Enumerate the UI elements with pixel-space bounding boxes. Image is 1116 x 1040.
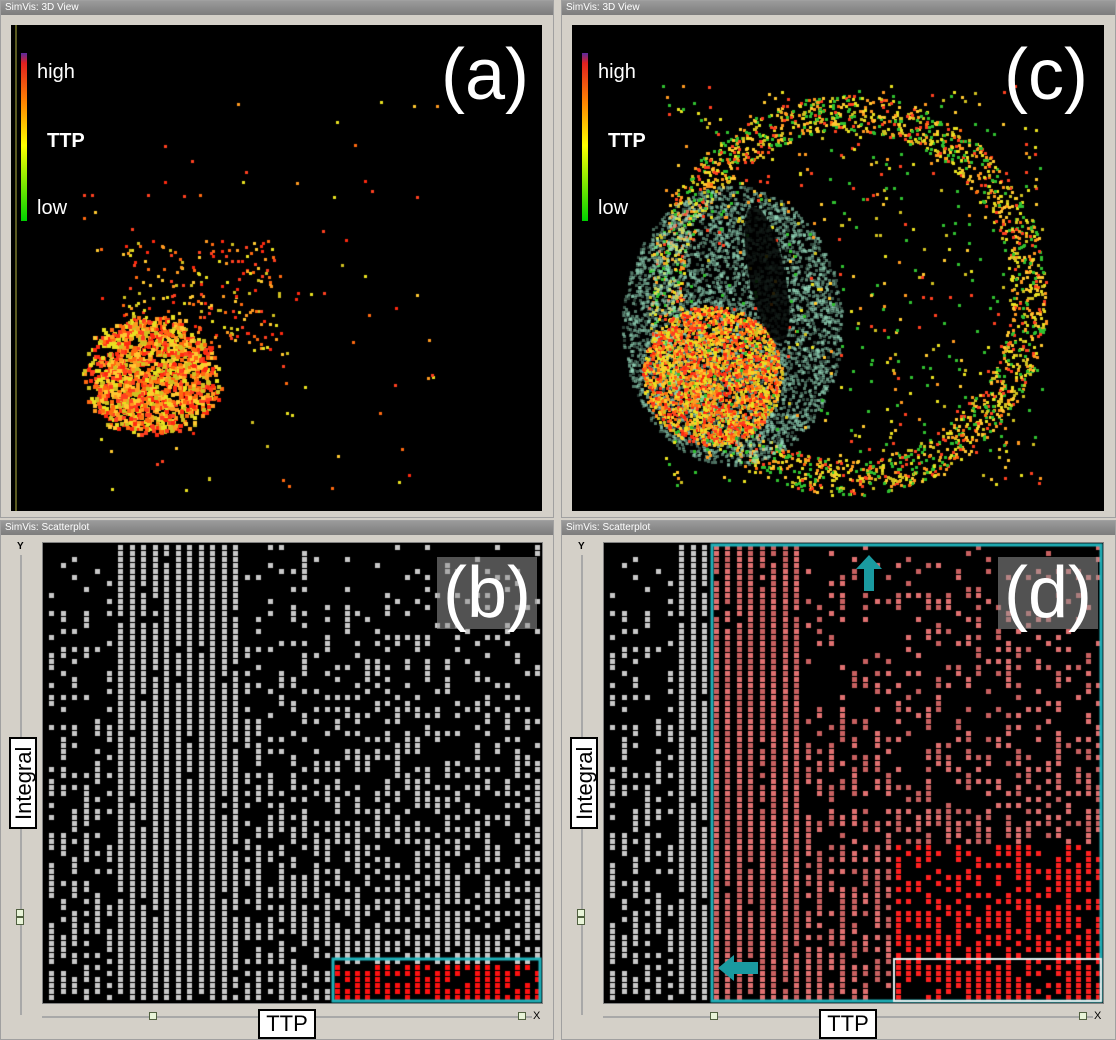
window-3d-view-c: SimVis: 3D View high TTP low (c) [561, 0, 1116, 518]
panel-label-d: (d) [998, 557, 1098, 629]
window-title: SimVis: 3D View [562, 1, 1115, 15]
volume-render-view-a[interactable]: high TTP low (a) [11, 25, 542, 511]
legend-low-label: low [598, 197, 629, 219]
close-icon[interactable]: X [533, 1010, 541, 1022]
window-scatterplot-b: SimVis: Scatterplot Y Integral (b) X TTP [0, 520, 554, 1040]
panel-label-b: (b) [437, 557, 537, 629]
scatterplot-area-d[interactable]: (d) [603, 542, 1104, 1004]
ttp-color-legend-bar [582, 53, 588, 221]
ttp-color-legend-bar [21, 53, 27, 221]
volume-render-view-c[interactable]: high TTP low (c) [572, 25, 1104, 511]
slider-handle-icon[interactable] [518, 1012, 526, 1020]
volume-render-canvas[interactable] [572, 25, 1104, 511]
slider-handle-icon[interactable] [16, 909, 24, 917]
left-arrow-icon [718, 955, 758, 981]
legend-low-label: low [37, 197, 68, 219]
volume-render-canvas[interactable] [11, 25, 542, 511]
y-axis-label-integral: Integral [570, 737, 598, 829]
legend-high-label: high [37, 61, 75, 83]
scatterplot-area-b[interactable]: (b) [42, 542, 543, 1004]
window-scatterplot-d: SimVis: Scatterplot Y Integral (d) X TTP [561, 520, 1116, 1040]
window-3d-view-a: SimVis: 3D View high TTP low (a) [0, 0, 554, 518]
slider-handle-icon[interactable] [149, 1012, 157, 1020]
up-arrow-icon [856, 555, 882, 591]
panel-label-a: (a) [441, 35, 529, 115]
x-axis-label-ttp: TTP [258, 1009, 316, 1039]
window-title: SimVis: Scatterplot [562, 521, 1115, 535]
x-axis-label-ttp: TTP [819, 1009, 877, 1039]
slider-handle-icon[interactable] [16, 917, 24, 925]
panel-label-c: (c) [1004, 35, 1088, 115]
close-icon[interactable]: X [1094, 1010, 1102, 1022]
slider-handle-icon[interactable] [710, 1012, 718, 1020]
y-axis-letter: Y [578, 541, 585, 552]
y-axis-label-integral: Integral [9, 737, 37, 829]
legend-title: TTP [47, 130, 85, 152]
legend-title: TTP [608, 130, 646, 152]
slider-handle-icon[interactable] [1079, 1012, 1087, 1020]
window-title: SimVis: Scatterplot [1, 521, 553, 535]
legend-high-label: high [598, 61, 636, 83]
slider-handle-icon[interactable] [577, 909, 585, 917]
y-axis-letter: Y [17, 541, 24, 552]
window-title: SimVis: 3D View [1, 1, 553, 15]
slider-handle-icon[interactable] [577, 917, 585, 925]
view-edge-line [15, 25, 17, 511]
